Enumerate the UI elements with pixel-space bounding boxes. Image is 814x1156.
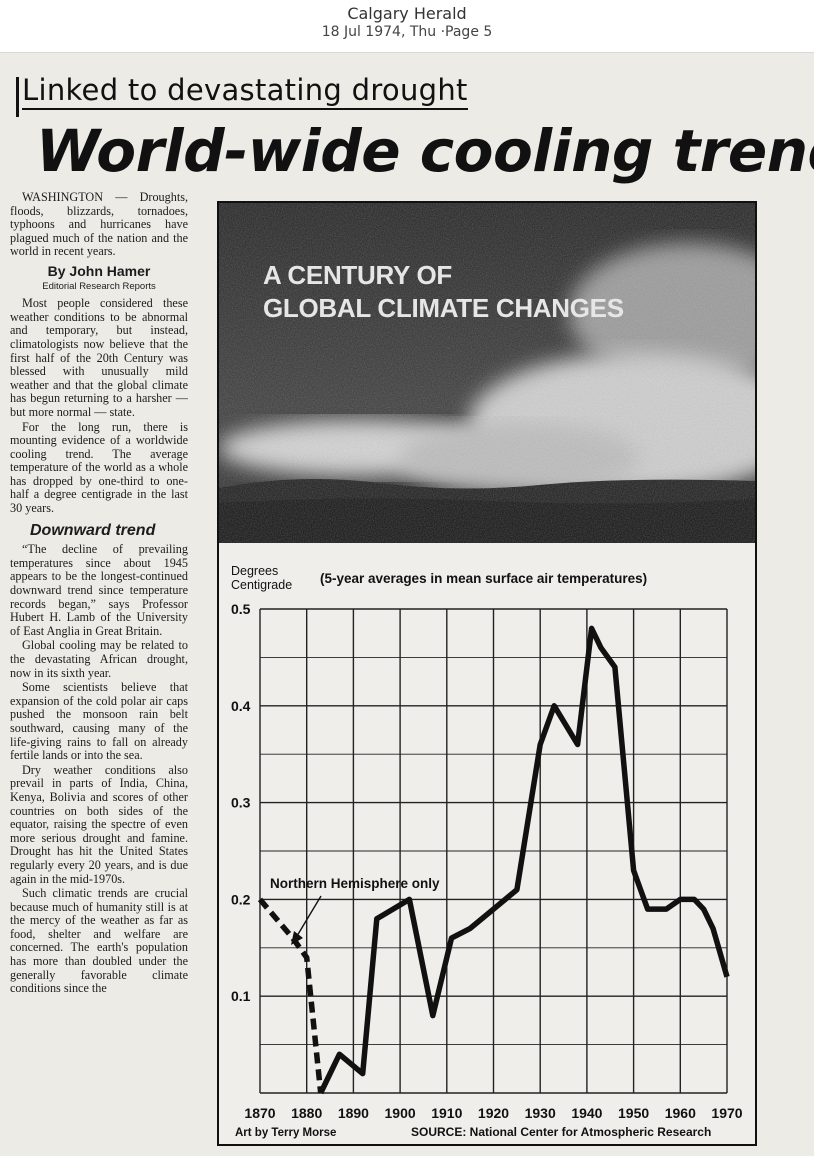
graphic-title-line1: A CENTURY OF [263,260,453,290]
x-tick-label: 1910 [431,1105,462,1121]
sky-photo: A CENTURY OF GLOBAL CLIMATE CHANGES [219,203,755,543]
x-tick-label: 1950 [618,1105,649,1121]
main-headline: World-wide cooling trend [36,117,814,185]
y-tick-label: 0.3 [231,795,251,811]
x-tick-label: 1880 [291,1105,322,1121]
source-credit: SOURCE: National Center for Atmospheric … [411,1125,711,1139]
issue-date: 18 Jul 1974, Thu ·Page 5 [321,24,493,40]
paragraph: Some scientists believe that expansion o… [10,680,188,763]
y-tick-label: 0.1 [231,988,251,1004]
paragraph: Global cooling may be related to the dev… [10,638,188,680]
paragraph: Most people considered these weather con… [10,296,188,419]
chart-title: (5-year averages in mean surface air tem… [320,571,647,586]
x-tick-label: 1940 [571,1105,602,1121]
kicker-headline: Linked to devastating drought [22,73,468,110]
series-line-global [318,625,730,1095]
paragraph: Dry weather conditions also prevail in p… [10,762,188,886]
newspaper-page[interactable]: Linked to devastating drought World-wide… [0,53,814,1156]
paragraph: Such climatic trends are crucial because… [10,886,188,996]
art-credit: Art by Terry Morse [235,1127,336,1139]
x-tick-label: 1970 [711,1105,742,1121]
x-tick-label: 1960 [665,1105,696,1121]
graphic-title: A CENTURY OF GLOBAL CLIMATE CHANGES [263,259,624,325]
x-tick-label: 1870 [244,1105,275,1121]
annotation-arrow [296,895,322,937]
byline: By John Hamer [47,262,151,279]
y-tick-labels: 0.5 0.4 0.3 0.2 0.1 [231,601,251,1004]
article-lead: WASHINGTON — Droughts, floods, blizzards… [10,190,188,259]
climate-graphic: A CENTURY OF GLOBAL CLIMATE CHANGES Degr… [217,201,757,1146]
y-tick-label: 0.2 [231,891,251,907]
chart-grid [259,608,728,1094]
chart-annotation: Northern Hemisphere only [270,876,440,891]
y-tick-label: 0.5 [231,601,251,617]
graphic-title-line2: GLOBAL CLIMATE CHANGES [263,293,624,323]
x-tick-label: 1930 [525,1105,556,1121]
x-tick-labels: 1870 1880 1890 1900 1910 1920 1930 1940 1950 1960… [244,1105,742,1121]
byline-organization: Editorial Research Reports [42,280,156,292]
kicker-rule [16,77,19,117]
paragraph: For the long run, there is mounting evid… [10,419,188,516]
y-axis-label-line1: Degrees [231,564,278,578]
sky-photo-image [219,203,755,543]
article-column: WASHINGTON — Droughts, floods, blizzards… [10,190,188,997]
chart-series [257,625,730,1095]
series-line-northern-hemisphere [257,897,324,1094]
annotation-arrowhead [291,931,303,945]
publication-title: Calgary Herald [347,4,467,23]
y-axis-label-line2: Centigrade [231,578,292,592]
viewer-header: Calgary Herald 18 Jul 1974, Thu ·Page 5 [0,0,814,53]
paragraph: “The decline of prevailing temperatures … [10,542,188,638]
x-tick-label: 1900 [385,1105,416,1121]
x-tick-label: 1920 [478,1105,509,1121]
adjacent-column-edge [764,133,814,1153]
y-tick-label: 0.4 [231,698,251,714]
subhead: Downward trend [30,521,156,539]
temperature-chart: Degrees Centigrade (5-year averages in m… [231,564,743,1139]
x-tick-label: 1890 [338,1105,369,1121]
